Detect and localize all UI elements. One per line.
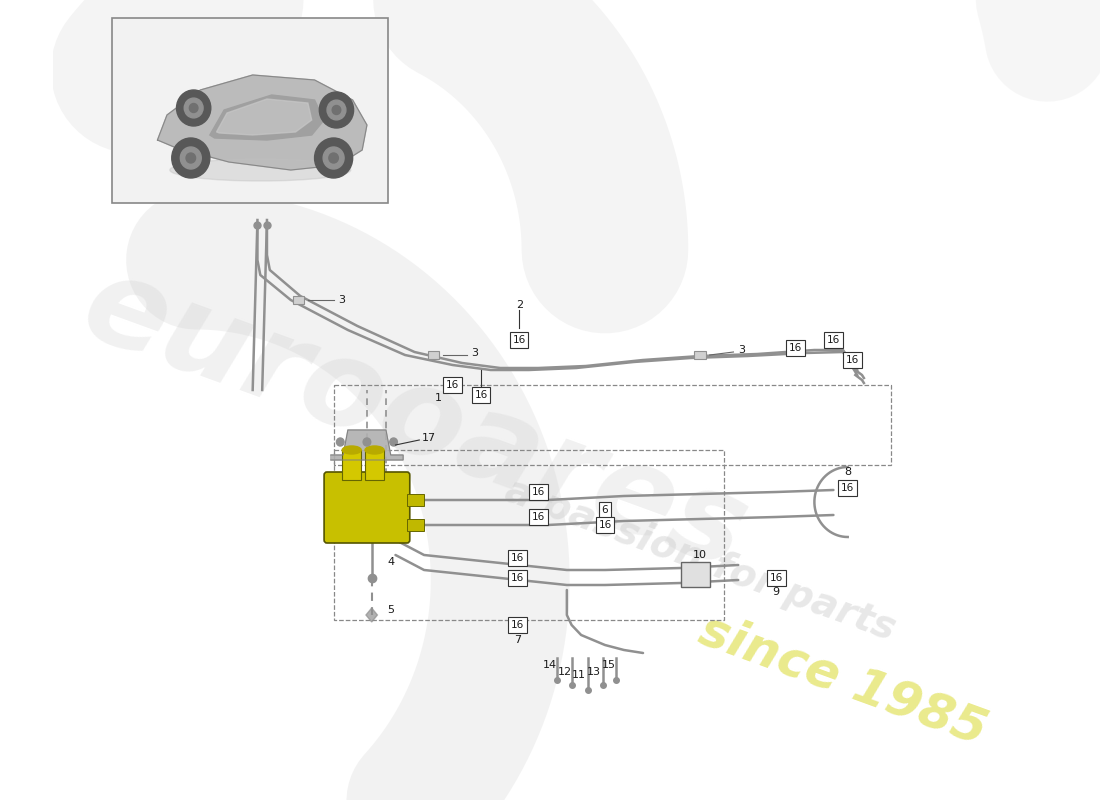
- Text: 16: 16: [842, 483, 855, 493]
- Text: 16: 16: [846, 355, 859, 365]
- Text: 8: 8: [844, 467, 851, 477]
- Text: 16: 16: [513, 335, 526, 345]
- Text: 16: 16: [474, 390, 487, 400]
- Text: 6: 6: [602, 505, 608, 515]
- Circle shape: [180, 147, 201, 169]
- Circle shape: [332, 106, 341, 114]
- Circle shape: [176, 90, 211, 126]
- Text: 3: 3: [738, 345, 745, 355]
- Bar: [365, 450, 384, 480]
- Text: 1: 1: [434, 393, 442, 403]
- Polygon shape: [157, 75, 367, 170]
- Text: a passion for parts: a passion for parts: [499, 471, 901, 649]
- Bar: [681, 562, 710, 587]
- Text: 16: 16: [598, 520, 612, 530]
- Bar: [112, 18, 388, 203]
- Bar: [333, 385, 891, 465]
- Polygon shape: [366, 608, 377, 622]
- Circle shape: [186, 153, 196, 163]
- Text: 11: 11: [572, 670, 586, 680]
- Text: 16: 16: [827, 335, 840, 345]
- Text: 3: 3: [472, 348, 478, 358]
- Polygon shape: [331, 430, 403, 460]
- Bar: [428, 351, 439, 359]
- Polygon shape: [210, 95, 324, 140]
- Circle shape: [337, 438, 344, 446]
- Ellipse shape: [169, 159, 351, 181]
- Circle shape: [184, 98, 204, 118]
- FancyBboxPatch shape: [324, 472, 410, 543]
- Circle shape: [327, 100, 345, 120]
- Text: 16: 16: [531, 512, 544, 522]
- Polygon shape: [217, 99, 311, 135]
- Text: 16: 16: [510, 620, 524, 630]
- Text: 5: 5: [387, 605, 394, 615]
- Text: 9: 9: [772, 587, 780, 597]
- Bar: [407, 519, 425, 531]
- Text: 14: 14: [542, 660, 557, 670]
- Bar: [333, 450, 724, 620]
- Text: 16: 16: [510, 553, 524, 563]
- Text: 3: 3: [339, 295, 345, 305]
- Bar: [694, 351, 706, 359]
- Ellipse shape: [342, 446, 361, 454]
- Text: 16: 16: [446, 380, 459, 390]
- Text: 7: 7: [514, 635, 521, 645]
- Bar: [407, 494, 425, 506]
- Circle shape: [189, 103, 198, 113]
- Text: 2: 2: [516, 300, 522, 310]
- Text: since 1985: since 1985: [693, 606, 993, 754]
- Circle shape: [389, 438, 397, 446]
- Circle shape: [172, 138, 210, 178]
- Circle shape: [323, 147, 344, 169]
- Circle shape: [363, 438, 371, 446]
- Text: 13: 13: [586, 667, 601, 677]
- Bar: [293, 296, 304, 304]
- Circle shape: [315, 138, 353, 178]
- Text: 16: 16: [789, 343, 802, 353]
- Bar: [342, 450, 361, 480]
- Ellipse shape: [365, 446, 384, 454]
- Text: 17: 17: [421, 433, 436, 443]
- Text: 12: 12: [558, 667, 572, 677]
- Text: 16: 16: [510, 573, 524, 583]
- Text: 4: 4: [387, 557, 394, 567]
- Text: 10: 10: [693, 550, 707, 560]
- Circle shape: [329, 153, 339, 163]
- Text: 15: 15: [602, 660, 616, 670]
- Text: 16: 16: [770, 573, 783, 583]
- Circle shape: [319, 92, 353, 128]
- Text: eurooares: eurooares: [67, 246, 762, 594]
- Text: 16: 16: [531, 487, 544, 497]
